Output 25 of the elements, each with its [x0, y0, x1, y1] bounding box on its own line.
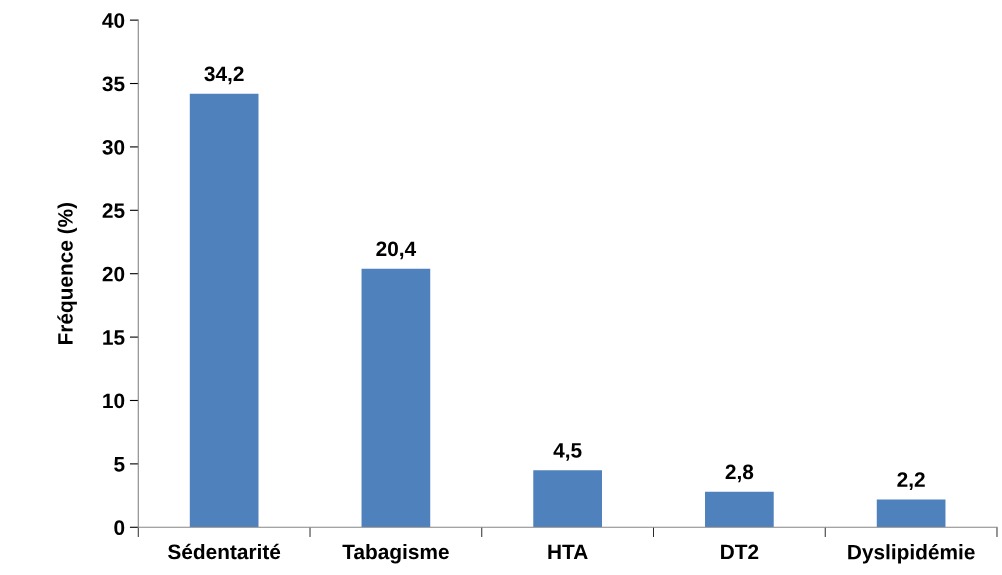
- y-tick-label: 35: [102, 76, 125, 92]
- y-tick-label: 30: [102, 139, 125, 155]
- data-label: 2,8: [725, 464, 754, 483]
- y-tick-label: 0: [114, 520, 125, 536]
- bar: [361, 268, 431, 528]
- bar: [189, 93, 259, 528]
- data-label: 34,2: [204, 66, 244, 85]
- y-tick-label: 25: [102, 203, 125, 219]
- x-tick-label: DT2: [721, 544, 759, 560]
- y-axis-title: Fréquence (%): [57, 202, 77, 345]
- y-tick-label: 20: [102, 266, 125, 282]
- bar: [876, 499, 946, 528]
- data-label: 2,2: [897, 472, 925, 490]
- data-label: 4,5: [553, 443, 582, 461]
- y-tick-label: 15: [103, 330, 125, 345]
- y-tick-label: 5: [114, 457, 125, 472]
- x-tick-label: Sédentarité: [168, 543, 281, 560]
- bar: [705, 491, 774, 528]
- x-tick-label: Tabagisme: [342, 543, 449, 564]
- y-tick-label: 40: [102, 13, 125, 28]
- bar: [533, 470, 602, 528]
- data-label: 20,4: [376, 241, 417, 260]
- x-tick-label: Dyslipidémie: [848, 543, 975, 564]
- y-tick-label: 10: [103, 393, 125, 409]
- x-tick-label: HTA: [548, 544, 588, 560]
